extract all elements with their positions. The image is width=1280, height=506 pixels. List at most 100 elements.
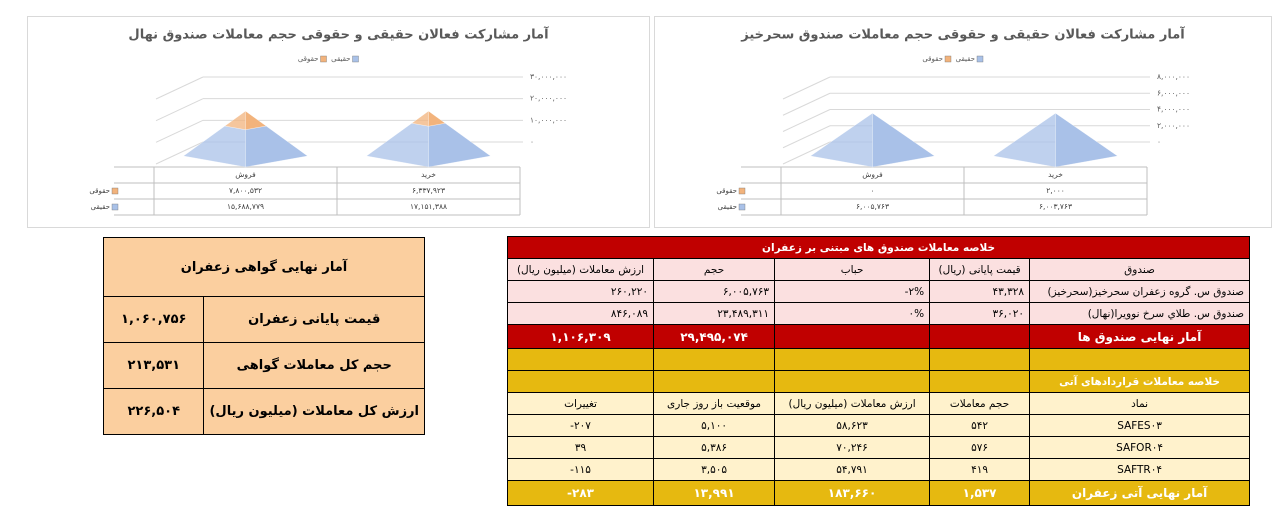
category-label: خرید xyxy=(421,170,436,179)
row-label: حجم کل معاملات گواهی xyxy=(203,342,425,389)
table-cell: ۵,۱۰۰ xyxy=(653,414,776,437)
category-label: خرید xyxy=(1048,170,1063,179)
table-cell: ۰% xyxy=(774,302,931,325)
grid-line xyxy=(782,141,831,165)
total-value: ۱,۵۳۷ xyxy=(929,480,1031,506)
value-label: ۷,۸۰۰,۵۳۲ xyxy=(229,186,262,195)
legend-swatch xyxy=(944,55,952,63)
table-row: صندوق س. طلاي سرخ نوويرا(نهال) ۳۶,۰۲۰ ۰% ۲۳… xyxy=(506,302,1251,325)
empty-cell xyxy=(774,370,931,393)
pyramid-face xyxy=(245,125,308,168)
table-cell: ۵,۳۸۶ xyxy=(653,436,776,459)
table-cell: ۵۴۲ xyxy=(929,414,1031,437)
total-value: -۲۸۳ xyxy=(506,480,655,506)
table-cell: SAFTR۰۴ xyxy=(1029,458,1251,481)
table-cell: ۳۹ xyxy=(506,436,655,459)
y-tick-label: ۳۰,۰۰۰,۰۰۰ xyxy=(530,72,567,81)
grid-line xyxy=(155,141,204,165)
y-tick-label: ۱۰,۰۰۰,۰۰۰ xyxy=(530,115,567,124)
legend-label: حقوقی xyxy=(922,55,943,63)
grid-line xyxy=(782,109,831,132)
pyramid-face xyxy=(872,112,935,168)
pyramid-face xyxy=(366,123,429,168)
table-title: خلاصه معاملات صندوق های مبتنی بر زعفران xyxy=(506,236,1251,259)
table-row: صندوق قیمت پایانی (ریال) حباب حجم ارزش معامل… xyxy=(506,258,1251,281)
table-cell: -۲% xyxy=(774,280,931,303)
value-label: ۱۷,۱۵۱,۳۸۸ xyxy=(410,202,447,211)
column-header: ارزش معاملات (میلیون ریال) xyxy=(506,258,655,281)
chart: آمار مشارکت فعالان حقیقی و حقوقی حجم معا… xyxy=(716,26,1190,216)
table-cell: ۳۶,۰۲۰ xyxy=(929,302,1031,325)
y-tick-label: ۰ xyxy=(530,137,534,146)
empty-cell xyxy=(774,348,931,371)
pyramid-face xyxy=(993,112,1056,168)
value-label: ۱۵,۶۸۸,۷۷۹ xyxy=(227,202,264,211)
value-label: ۶,۳۳۷,۹۲۳ xyxy=(412,186,445,195)
legend-label: حقیقی xyxy=(956,55,975,63)
table-cell: ۴۳,۳۲۸ xyxy=(929,280,1031,303)
table-row: SAFES۰۳ ۵۴۲ ۵۸,۶۲۳ ۵,۱۰۰ -۲۰۷ xyxy=(506,414,1251,437)
section-title: خلاصه معاملات قراردادهای آتی xyxy=(1029,370,1251,393)
pyramid-segment xyxy=(224,110,267,130)
row-label: حقوقی xyxy=(716,187,737,195)
table-row: آمار نهایی گواهی زعفران xyxy=(103,237,425,297)
grid-line xyxy=(782,125,831,149)
legend-swatch xyxy=(320,55,327,63)
grid-line xyxy=(155,76,204,100)
row-label: قیمت پایانی زعفران xyxy=(203,296,425,343)
grid-line xyxy=(782,92,831,116)
y-tick-label: ۸,۰۰۰,۰۰۰ xyxy=(1157,72,1190,81)
column-header: نماد xyxy=(1029,392,1251,415)
empty-cell xyxy=(653,370,776,393)
column-header: ارزش معاملات (میلیون ریال) xyxy=(774,392,931,415)
table-cell: ۲۶۰,۲۲۰ xyxy=(506,280,655,303)
pyramid-face xyxy=(428,123,491,168)
empty-cell xyxy=(929,370,1031,393)
row-label: حقیقی xyxy=(718,203,737,211)
table-row: قیمت پایانی زعفران ۱,۰۶۰,۷۵۶ xyxy=(102,296,425,343)
table-cell: ۳,۵۰۵ xyxy=(653,458,776,481)
table-cell: SAFES۰۳ xyxy=(1029,414,1251,437)
pyramid-face xyxy=(1055,112,1118,168)
empty-cell xyxy=(506,348,655,371)
table-cell: -۲۰۷ xyxy=(506,414,655,437)
pyramid-segment xyxy=(810,112,935,168)
column-header: قیمت پایانی (ریال) xyxy=(929,258,1031,281)
pyramid-segment xyxy=(411,110,446,127)
y-tick-label: ۶,۰۰۰,۰۰۰ xyxy=(1157,88,1190,97)
table-cell: SAFOR۰۴ xyxy=(1029,436,1251,459)
table-cell: ۴۱۹ xyxy=(929,458,1031,481)
row-swatch xyxy=(738,187,746,195)
column-header: حجم معاملات xyxy=(929,392,1031,415)
total-value: ۱۸۳,۶۶۰ xyxy=(774,480,931,506)
legend-swatch xyxy=(976,55,984,63)
row-label: حقوقی xyxy=(89,187,110,195)
pyramid-segment xyxy=(183,125,308,168)
empty-cell xyxy=(774,324,931,349)
column-header: تغییرات xyxy=(506,392,655,415)
table-cell: ۸۴۶,۰۸۹ xyxy=(506,302,655,325)
table-cell: -۱۱۵ xyxy=(506,458,655,481)
total-value: ۱۳,۹۹۱ xyxy=(653,480,776,506)
certificate-table: آمار نهایی گواهی زعفران قیمت پایانی زعفر… xyxy=(102,237,425,435)
table-row: آمار نهایی آتی زعفران ۱,۵۳۷ ۱۸۳,۶۶۰ ۱۳,۹۹۱-… xyxy=(506,480,1251,506)
pyramid-face xyxy=(428,110,446,127)
table-row: نماد حجم معاملات ارزش معاملات (میلیون ریال… xyxy=(506,392,1251,415)
row-label: ارزش کل معاملات (میلیون ریال) xyxy=(203,388,425,435)
table-row: آمار نهایی صندوق ها ۲۹,۴۹۵,۰۷۴ ۱,۱۰۶,۳۰۹ xyxy=(506,324,1251,349)
table-cell: صندوق س. گروه زعفران سحرخیز(سحرخیز) xyxy=(1029,280,1251,303)
table-row: صندوق س. گروه زعفران سحرخیز(سحرخیز) ۴۳,۳۲… xyxy=(506,280,1251,303)
total-label: آمار نهایی آتی زعفران xyxy=(1029,480,1251,506)
row-swatch xyxy=(738,203,746,211)
value-label: ۰ xyxy=(870,186,874,195)
pyramid-segment xyxy=(366,123,491,168)
total-value: ۱,۱۰۶,۳۰۹ xyxy=(506,324,655,349)
empty-cell xyxy=(653,348,776,371)
table-cell: صندوق س. طلاي سرخ نوويرا(نهال) xyxy=(1029,302,1251,325)
grid-line xyxy=(155,119,204,143)
row-value: ۱,۰۶۰,۷۵۶ xyxy=(102,296,205,343)
row-label: حقیقی xyxy=(91,203,110,211)
table-row: خلاصه معاملات صندوق های مبتنی بر زعفران xyxy=(506,236,1251,259)
